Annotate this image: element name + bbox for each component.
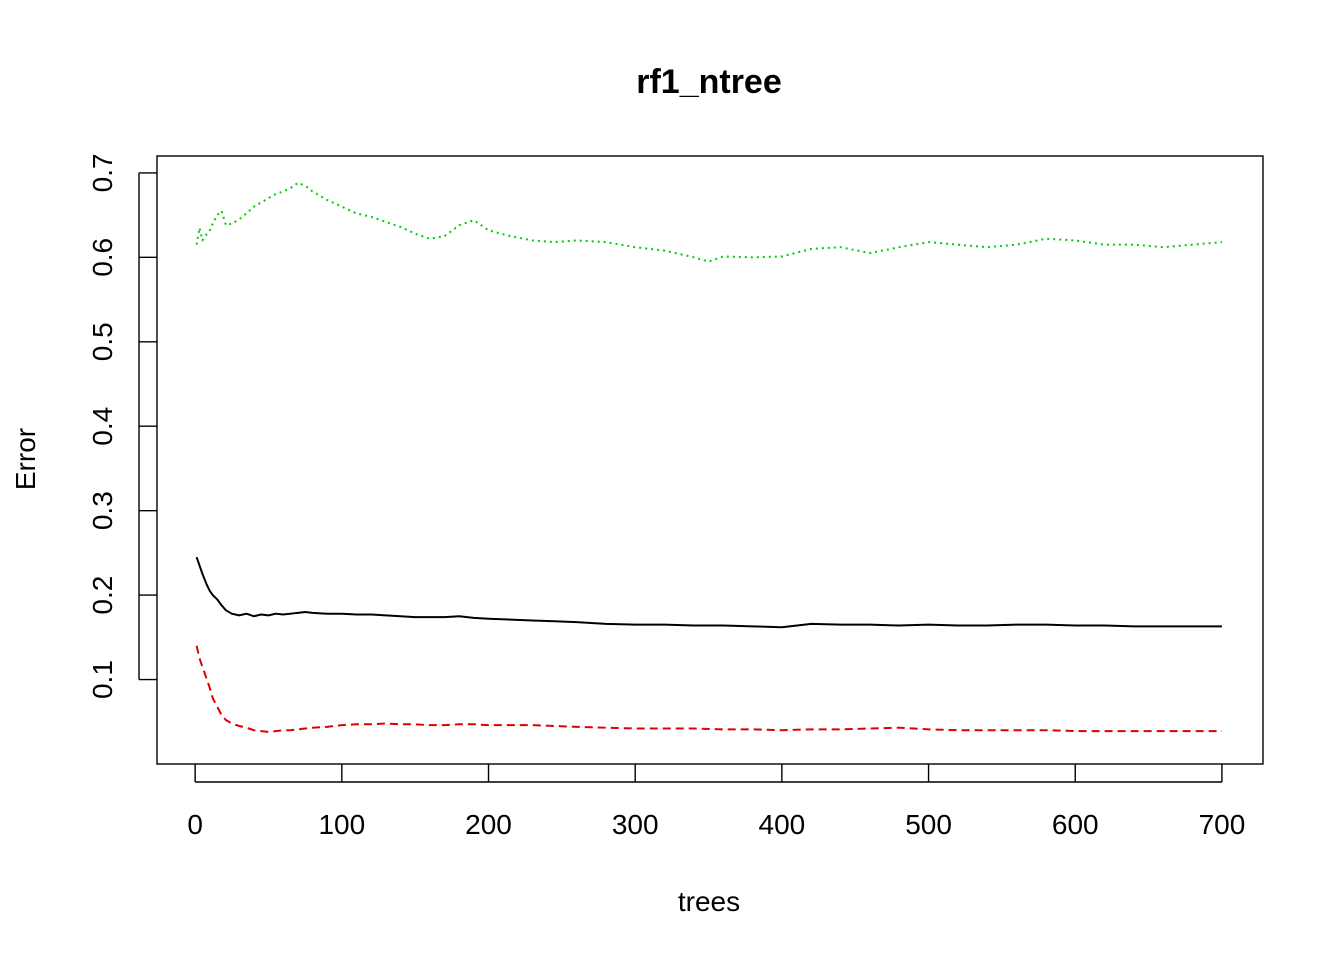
x-tick-label-4: 400 bbox=[759, 809, 806, 840]
y-tick-label-2: 0.3 bbox=[87, 491, 118, 530]
series-group bbox=[195, 182, 1223, 733]
x-tick-label-3: 300 bbox=[612, 809, 659, 840]
y-tick-label-4: 0.5 bbox=[87, 322, 118, 361]
y-tick-label-0: 0.1 bbox=[87, 660, 118, 699]
series-line-2 bbox=[195, 645, 1222, 733]
x-tick-label-5: 500 bbox=[905, 809, 952, 840]
y-tick-label-3: 0.4 bbox=[87, 407, 118, 446]
x-tick-label-6: 600 bbox=[1052, 809, 1099, 840]
x-tick-label-1: 100 bbox=[318, 809, 365, 840]
chart-title: rf1_ntree bbox=[636, 63, 782, 101]
x-tick-label-7: 700 bbox=[1199, 809, 1246, 840]
y-tick-label-5: 0.6 bbox=[87, 238, 118, 277]
x-tick-label-2: 200 bbox=[465, 809, 512, 840]
y-axis-label: Error bbox=[10, 428, 41, 490]
x-axis-label: trees bbox=[678, 886, 740, 917]
plot-frame bbox=[156, 155, 1264, 765]
y-tick-label-1: 0.2 bbox=[87, 576, 118, 615]
series-line-1 bbox=[195, 556, 1222, 629]
y-tick-label-6: 0.7 bbox=[87, 153, 118, 192]
y-axis: 0.1 0.2 0.3 0.4 0.5 0.6 0.7 bbox=[87, 153, 157, 699]
x-tick-label-0: 0 bbox=[187, 809, 203, 840]
x-axis: 0 100 200 300 400 500 600 700 bbox=[187, 764, 1245, 840]
series-line-3 bbox=[195, 182, 1223, 263]
